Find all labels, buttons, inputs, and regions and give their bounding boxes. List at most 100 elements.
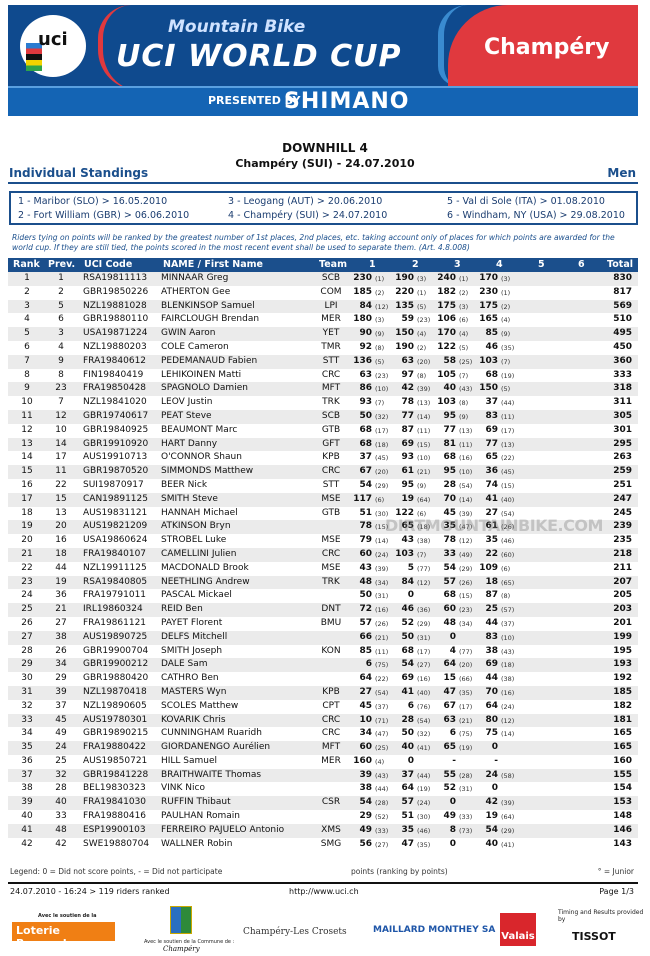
total-cell: 318 (613, 383, 632, 394)
rank-cell: 4 (24, 314, 30, 325)
uci-code-cell: RSA19811113 (83, 273, 148, 283)
team-cell: KPB (322, 452, 340, 463)
table-row: 32 37 NZL19890605 SCOLES Matthew CPT 45 (37) 6(… (8, 700, 638, 714)
prev-cell: 36 (55, 590, 67, 601)
round-2-points: 84 (401, 576, 414, 587)
prev-cell: 49 (55, 728, 67, 739)
round-1-points: 6 (365, 659, 372, 670)
round-2-position: (76) (417, 702, 431, 711)
round-2-position: (29) (417, 619, 431, 628)
table-row: 3 5 NZL19881028 BLENKINSOP Samuel LPI 84 (12) 1… (8, 299, 638, 314)
round-3-points: 105 (437, 369, 456, 380)
round-2-position: (7) (417, 550, 427, 559)
name-cell: FAIRCLOUGH Brendan (161, 314, 260, 325)
round-1-points: 45 (359, 700, 372, 711)
uci-link[interactable]: http://www.uci.ch (289, 887, 359, 896)
event-1: 1 - Maribor (SLO) > 16.05.2010 (18, 196, 168, 207)
name-cell: NEETHLING Andrew (161, 576, 250, 587)
round-4-position: (10) (501, 633, 515, 642)
round-1-position: (47) (375, 730, 389, 739)
round-1-position: (22) (375, 675, 389, 684)
round-4-points: 230 (479, 286, 498, 297)
round-1-position: (21) (375, 633, 389, 642)
round-1-position: (6) (375, 495, 385, 504)
round-3-position: (54) (459, 481, 473, 490)
round-1-points: 68 (359, 438, 372, 449)
rank-cell: 15 (21, 466, 33, 477)
name-cell: HANNAH Michael (161, 507, 238, 518)
round-2-points: 19 (401, 493, 414, 504)
uci-code-cell: GBR19840925 (83, 424, 149, 435)
team-cell: STT (322, 479, 340, 490)
name-cell: SCOLES Matthew (161, 700, 239, 711)
round-1-points: 29 (359, 811, 372, 822)
round-2-points: 50 (401, 631, 414, 642)
round-1-points: 50 (359, 410, 372, 421)
round-3-points: 0 (449, 838, 456, 849)
round-2-points: 46 (401, 604, 414, 615)
total-cell: 165 (613, 728, 632, 739)
col-round-4: 4 (496, 259, 503, 270)
round-1-points: 230 (353, 273, 372, 283)
table-row: 11 12 GBR19740617 PEAT Steve SCB 50 (32) 77 (14)… (8, 409, 638, 424)
rank-cell: 14 (21, 452, 33, 463)
round-1-position: (75) (375, 661, 389, 670)
round-1-points: 38 (359, 783, 372, 794)
table-row: 17 15 CAN19891125 SMITH Steve MSE 117 (6) 19 (64… (8, 492, 638, 507)
timing-caption: Timing and Results provided by (558, 909, 644, 923)
total-cell: 192 (613, 673, 632, 684)
round-1-position: (15) (375, 523, 389, 532)
commune-caption: Avec le soutien de la Commune de : (144, 939, 235, 945)
round-2-points: 57 (401, 797, 414, 808)
round-2-points: 69 (401, 438, 414, 449)
team-cell: CRC (321, 369, 341, 380)
prev-cell: 7 (58, 397, 64, 408)
round-1-position: (11) (375, 647, 389, 656)
team-cell: STT (322, 355, 340, 366)
round-3-position: (15) (459, 592, 473, 601)
prev-cell: 9 (58, 355, 64, 366)
rank-cell: 8 (24, 369, 30, 380)
round-4-position: (60) (501, 550, 515, 559)
table-row: 19 20 AUS19821209 ATKINSON Bryn 78 (15) 65 (18)… (8, 520, 638, 535)
round-2-points: 0 (407, 755, 414, 766)
round-2-position: (46) (417, 826, 431, 835)
prev-cell: 4 (58, 341, 64, 352)
total-cell: 182 (613, 700, 632, 711)
rank-cell: 32 (21, 700, 33, 711)
event-3: 3 - Leogang (AUT) > 20.06.2010 (228, 196, 383, 207)
table-row: 7 9 FRA19840612 PEDEMANAUD Fabien STT 136 (5) 6… (8, 354, 638, 369)
round-3-position: (47) (459, 523, 473, 532)
name-cell: MINNAAR Greg (161, 273, 229, 283)
round-1-position: (28) (375, 799, 389, 808)
rank-cell: 23 (21, 576, 33, 587)
round-3-position: (1) (459, 275, 469, 283)
total-cell: 148 (613, 811, 632, 822)
total-cell: 247 (613, 493, 632, 504)
page-number: Page 1/3 (599, 887, 634, 896)
total-cell: 510 (613, 314, 632, 325)
round-1-points: 27 (359, 686, 372, 697)
col-prev: Prev. (48, 259, 76, 270)
round-3-points: 60 (443, 604, 456, 615)
round-2-points: 97 (401, 369, 414, 380)
round-1-points: 92 (359, 341, 372, 352)
col-round-1: 1 (369, 259, 376, 270)
uci-code-cell: AUS19831121 (83, 507, 148, 518)
uci-code-cell: NZL19911125 (83, 562, 147, 573)
name-cell: HART Danny (161, 438, 218, 449)
round-3-points: 54 (443, 562, 456, 573)
prev-cell: 20 (55, 521, 67, 532)
round-3-points: 64 (443, 659, 456, 670)
banner-venue: Champéry (484, 35, 610, 60)
team-cell: CRC (321, 548, 341, 559)
round-2-points: 65 (401, 521, 414, 532)
presented-by: PRESENTED BY (208, 94, 301, 107)
round-2-position: (5) (417, 302, 427, 311)
round-3-points: 8 (449, 824, 456, 835)
round-4-points: 44 (485, 673, 498, 684)
rank-cell: 38 (21, 783, 33, 794)
round-2-points: 28 (401, 714, 414, 725)
rank-cell: 20 (21, 535, 33, 546)
round-3-points: 95 (443, 410, 456, 421)
